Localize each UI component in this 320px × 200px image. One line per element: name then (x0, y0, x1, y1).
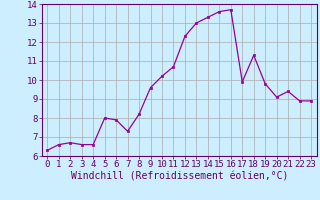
X-axis label: Windchill (Refroidissement éolien,°C): Windchill (Refroidissement éolien,°C) (70, 172, 288, 182)
